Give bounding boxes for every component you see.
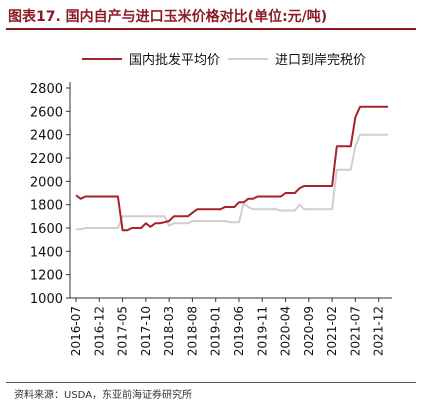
legend-label-0: 国内批发平均价 bbox=[129, 52, 220, 68]
x-tick-label: 2020-04 bbox=[279, 306, 293, 356]
source-note: 资料来源：USDA，东亚前海证券研究所 bbox=[14, 390, 193, 401]
y-tick-label: 2400 bbox=[30, 129, 63, 144]
x-tick-label: 2020-09 bbox=[302, 306, 316, 356]
x-tick-label: 2017-10 bbox=[139, 306, 153, 356]
y-tick-label: 1400 bbox=[30, 245, 63, 260]
x-axis: 2016-07 2016-12 2017-05 2017-10 2018-03 2018-… bbox=[69, 297, 392, 356]
x-tick-label: 2018-03 bbox=[162, 306, 176, 356]
legend: 国内批发平均价 进口到岸完税价 bbox=[82, 52, 366, 68]
y-tick-label: 2800 bbox=[30, 82, 63, 97]
x-tick-label: 2021-07 bbox=[348, 306, 362, 356]
x-tick-label: 2019-11 bbox=[255, 306, 269, 356]
footer-divider bbox=[6, 382, 416, 383]
series-line-0 bbox=[75, 105, 388, 232]
x-tick-label: 2017-05 bbox=[116, 306, 130, 356]
series-line-1 bbox=[76, 133, 388, 231]
y-tick-label: 2600 bbox=[30, 105, 63, 120]
y-axis: 1000 1200 1400 1600 1800 2000 2200 2400 2600 2800 bbox=[30, 82, 71, 307]
y-tick-label: 1600 bbox=[30, 222, 63, 237]
x-tick-label: 2019-06 bbox=[232, 306, 246, 356]
y-tick-label: 2000 bbox=[30, 175, 63, 190]
x-tick-label: 2016-07 bbox=[69, 306, 83, 356]
x-tick-label: 2019-01 bbox=[209, 306, 223, 356]
legend-label-1: 进口到岸完税价 bbox=[275, 53, 366, 68]
series-group bbox=[75, 105, 388, 232]
x-tick-label: 2021-12 bbox=[372, 306, 386, 356]
chart-title: 图表17. 国内自产与进口玉米价格对比(单位:元/吨) bbox=[8, 9, 328, 25]
y-tick-label: 1200 bbox=[30, 269, 63, 284]
y-tick-label: 2200 bbox=[30, 152, 63, 167]
title-divider bbox=[6, 28, 416, 30]
y-tick-label: 1000 bbox=[30, 292, 63, 307]
x-tick-label: 2021-02 bbox=[325, 306, 339, 356]
x-tick-label: 2016-12 bbox=[92, 306, 106, 356]
y-tick-label: 1800 bbox=[30, 199, 63, 214]
x-tick-label: 2018-08 bbox=[185, 306, 199, 356]
